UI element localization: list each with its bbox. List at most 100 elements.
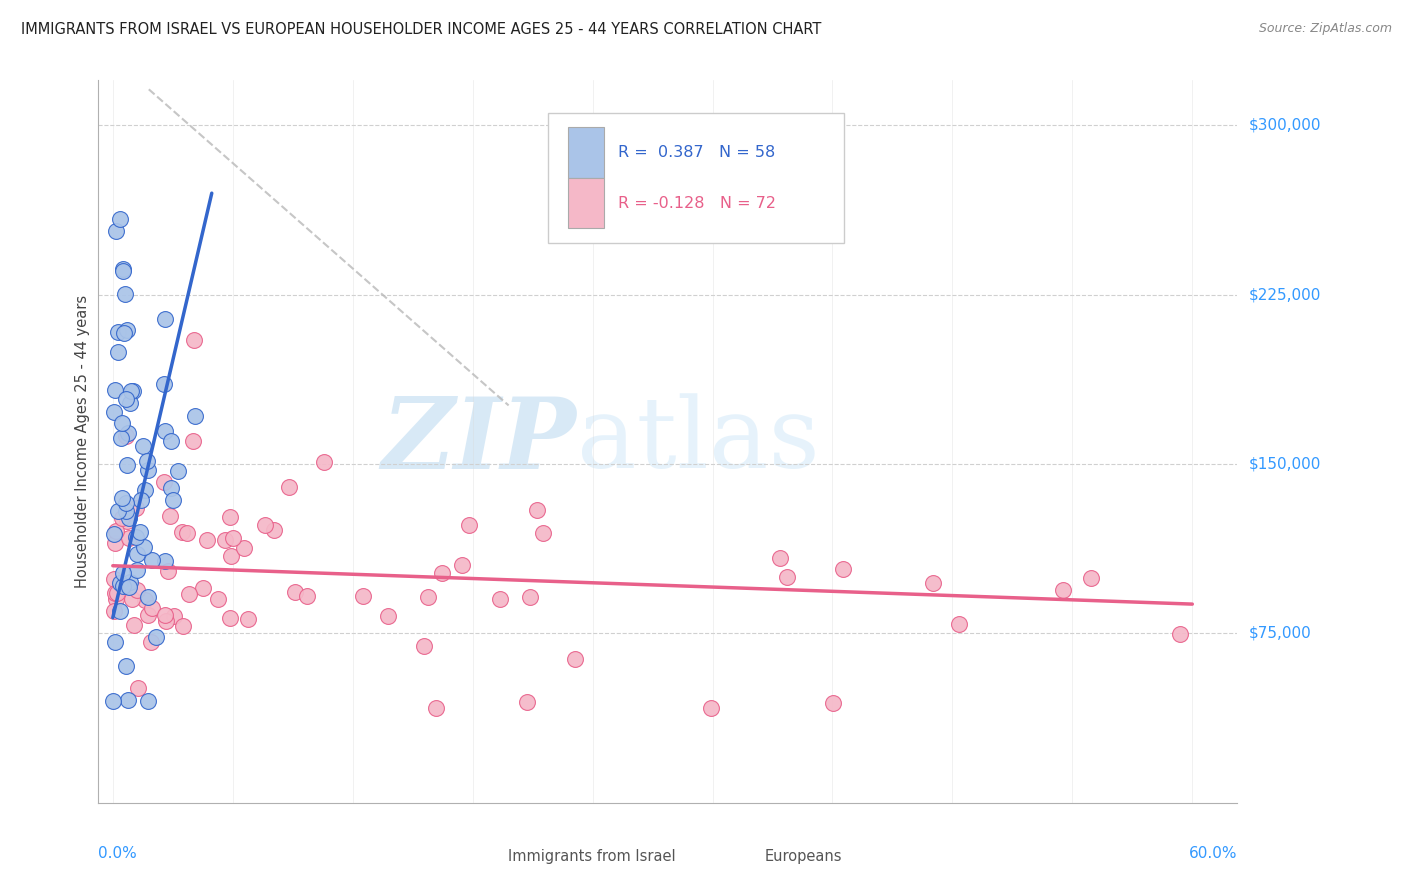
Point <box>451 558 474 572</box>
Point <box>136 608 159 623</box>
Point <box>564 652 586 666</box>
Point <box>425 701 447 715</box>
Point <box>1080 571 1102 585</box>
Point <box>219 611 242 625</box>
Point <box>295 589 318 603</box>
Point <box>111 579 134 593</box>
Text: ZIP: ZIP <box>382 393 576 490</box>
Point <box>136 590 159 604</box>
Point <box>253 517 276 532</box>
Point <box>127 681 149 695</box>
Point <box>118 511 141 525</box>
Point <box>103 405 125 419</box>
Point <box>108 211 131 226</box>
Point <box>117 693 139 707</box>
Point <box>183 333 205 347</box>
Point <box>145 631 167 645</box>
Point <box>155 615 177 629</box>
Point <box>125 583 148 598</box>
Point <box>103 604 125 618</box>
Text: 60.0%: 60.0% <box>1189 847 1237 861</box>
Bar <box>568 178 605 228</box>
Point <box>114 496 136 510</box>
Point <box>125 530 148 544</box>
Point <box>115 429 138 443</box>
Point <box>218 509 240 524</box>
Point <box>162 492 184 507</box>
Point <box>207 592 229 607</box>
Point <box>111 263 134 277</box>
Bar <box>731 843 755 871</box>
Point <box>141 552 163 566</box>
Point <box>526 503 548 517</box>
Point <box>105 591 128 606</box>
Point <box>104 224 127 238</box>
Point <box>153 554 176 568</box>
Point <box>263 524 285 538</box>
Point <box>120 384 142 399</box>
Point <box>127 563 149 577</box>
Point <box>115 323 138 337</box>
Point <box>103 383 125 397</box>
Point <box>111 510 134 524</box>
Point <box>155 607 177 622</box>
Point <box>136 453 159 467</box>
Point <box>153 311 176 326</box>
Point <box>103 694 125 708</box>
Point <box>110 431 132 445</box>
Point <box>1168 626 1191 640</box>
Point <box>132 439 155 453</box>
Text: 0.0%: 0.0% <box>98 847 138 861</box>
Point <box>769 551 792 566</box>
Point <box>166 464 188 478</box>
Point <box>430 566 453 580</box>
Point <box>114 286 136 301</box>
Point <box>700 701 723 715</box>
Point <box>134 541 156 555</box>
Point <box>122 618 145 632</box>
Point <box>413 640 436 654</box>
Point <box>1052 583 1074 598</box>
Point <box>157 564 180 578</box>
Point <box>776 570 799 584</box>
Text: R =  0.387   N = 58: R = 0.387 N = 58 <box>617 145 775 160</box>
Point <box>458 518 481 533</box>
Bar <box>474 843 499 871</box>
Point <box>121 591 143 606</box>
Point <box>104 536 127 550</box>
Point <box>121 384 143 399</box>
Point <box>832 561 855 575</box>
Point <box>125 547 148 561</box>
Point <box>214 533 236 547</box>
Text: $300,000: $300,000 <box>1249 118 1320 133</box>
Point <box>108 604 131 618</box>
Point <box>111 566 134 581</box>
Bar <box>568 128 605 178</box>
Point <box>519 591 541 605</box>
Point <box>353 589 375 603</box>
Point <box>117 458 139 472</box>
Point <box>141 601 163 615</box>
Text: $75,000: $75,000 <box>1249 626 1312 641</box>
Point <box>104 635 127 649</box>
Text: atlas: atlas <box>576 393 820 490</box>
Point <box>922 576 945 591</box>
Point <box>117 426 139 441</box>
Point <box>948 616 970 631</box>
Text: Europeans: Europeans <box>765 849 842 864</box>
Point <box>823 696 845 710</box>
Point <box>115 392 138 406</box>
Point <box>118 531 141 545</box>
Point <box>105 586 128 600</box>
Point <box>159 508 181 523</box>
Point <box>159 481 181 495</box>
Y-axis label: Householder Income Ages 25 - 44 years: Householder Income Ages 25 - 44 years <box>75 295 90 588</box>
Point <box>284 585 307 599</box>
Point <box>107 345 129 359</box>
Point <box>129 524 152 539</box>
Point <box>183 434 205 448</box>
Point <box>117 514 139 528</box>
Point <box>136 694 159 708</box>
Point <box>129 492 152 507</box>
Point <box>177 587 200 601</box>
